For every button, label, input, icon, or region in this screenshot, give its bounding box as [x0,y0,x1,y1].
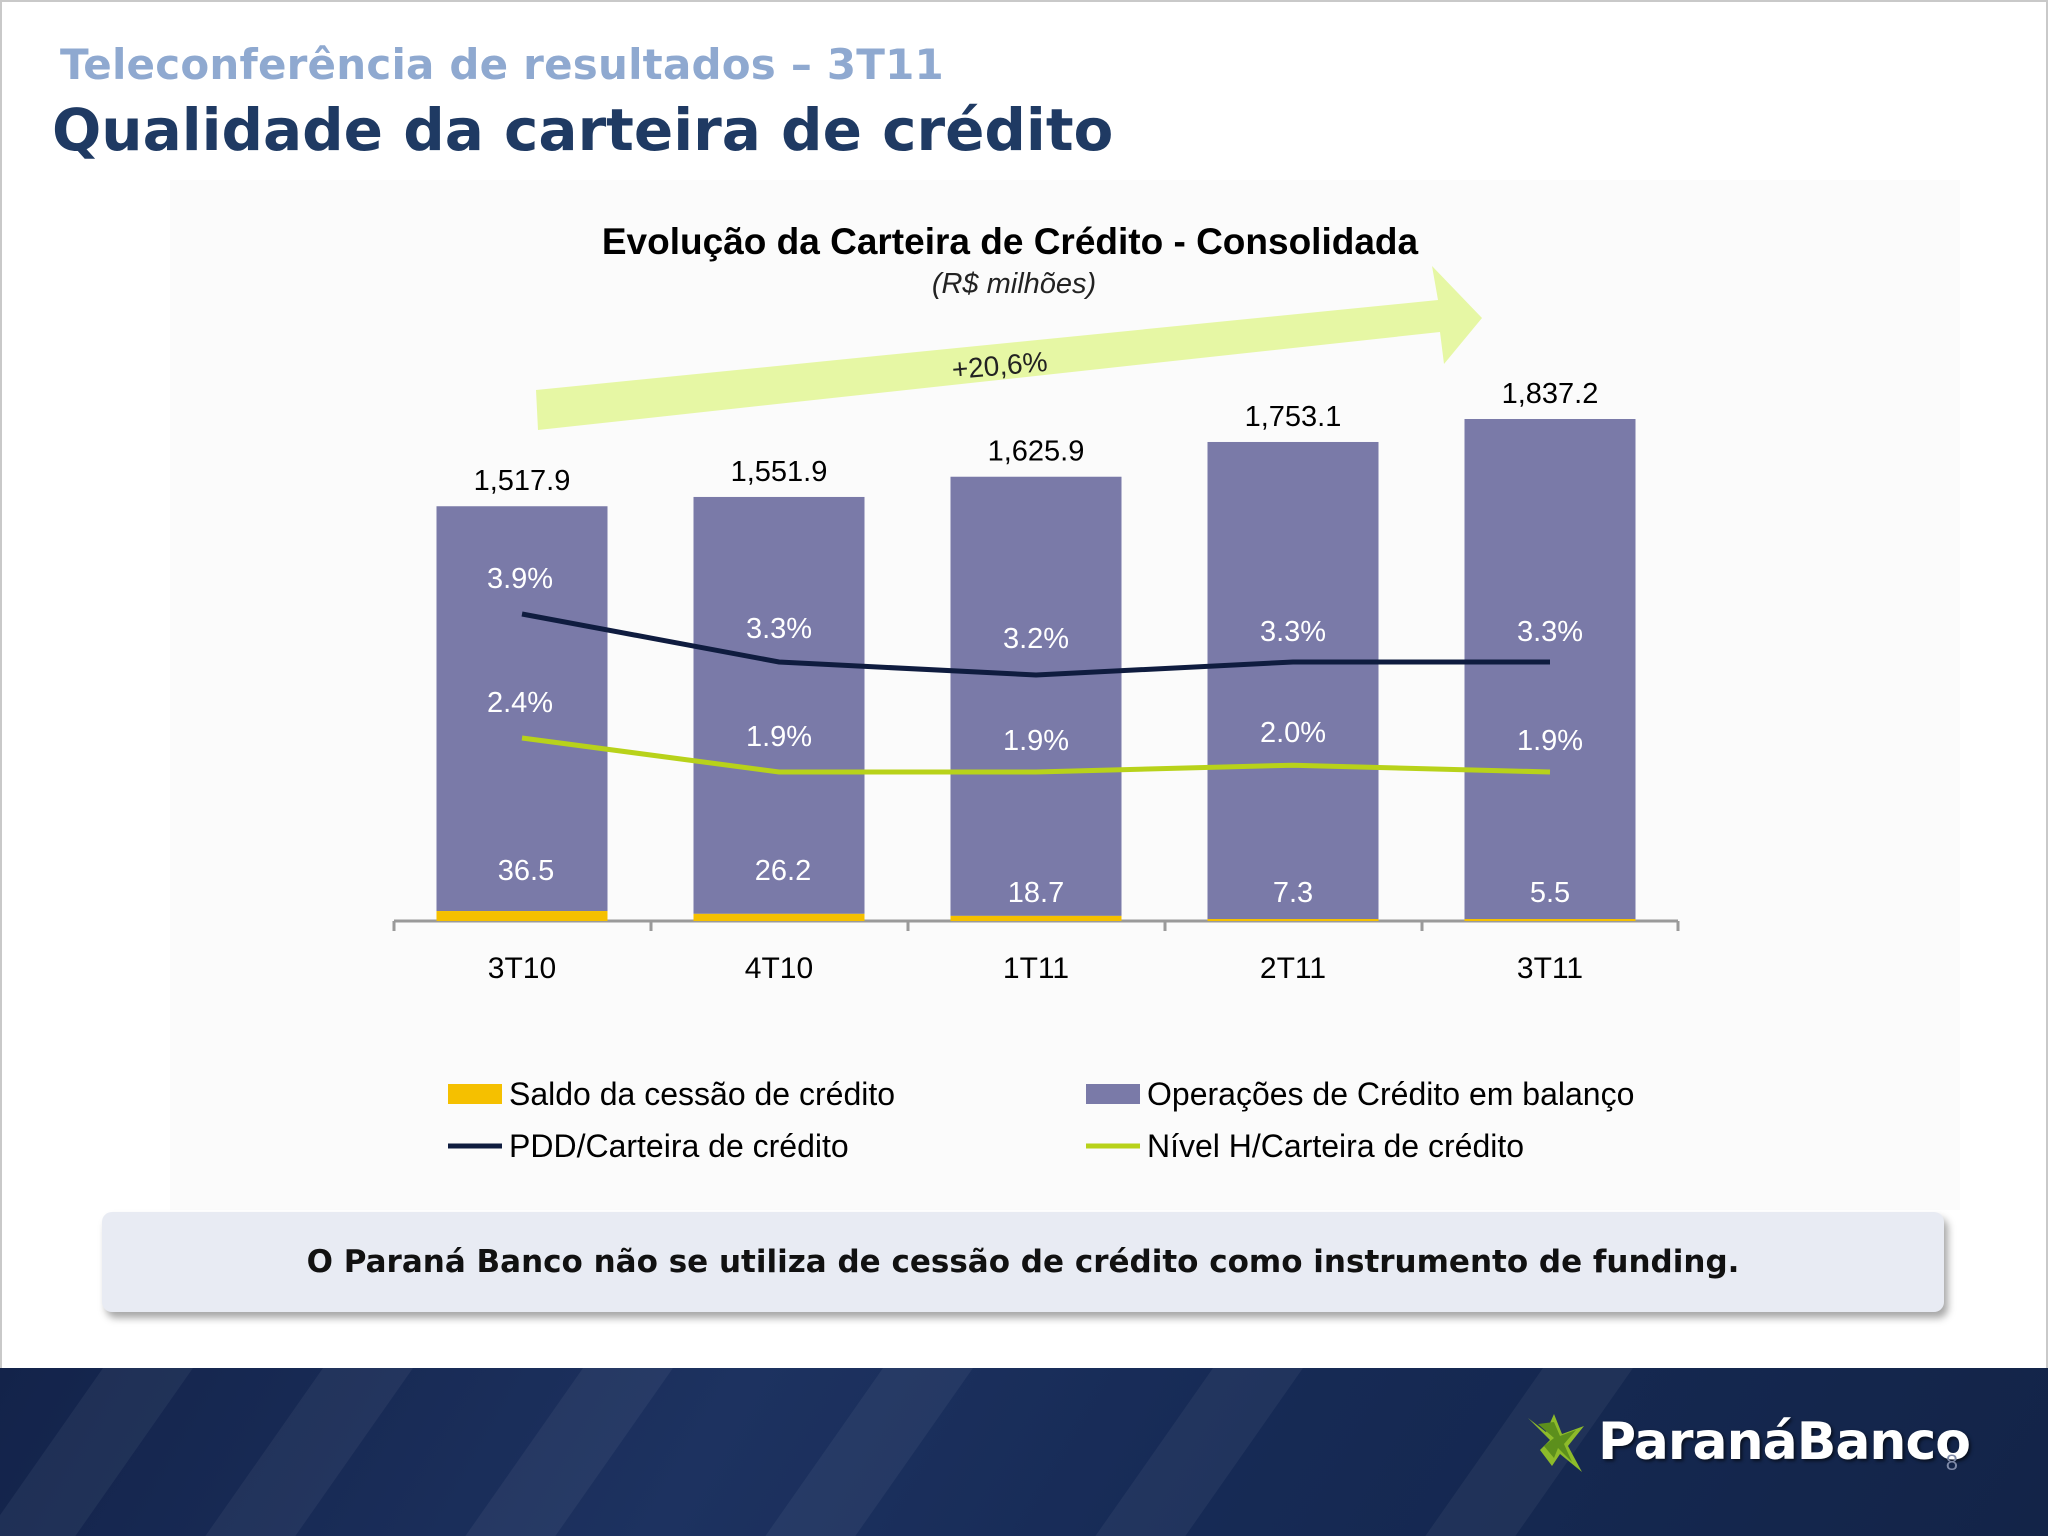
pdd-label-3T11: 3.3% [1517,616,1583,648]
parana-banco-logo-mark-icon [1528,1414,1585,1472]
pdd-label-4T10: 3.3% [746,613,812,645]
category-label-1T11: 1T11 [1003,952,1069,985]
bar-operacoes-3T10 [436,506,608,912]
nivel-h-label-1T11: 1.9% [1003,725,1069,757]
chart-title: Evolução da Carteira de Crédito - Consol… [602,221,1419,262]
nivel-h-label-3T10: 2.4% [487,687,553,719]
bar-cessao-4T10 [693,913,865,921]
bar-operacoes-4T10 [693,496,865,914]
legend-label-0: Saldo da cessão de crédito [509,1076,895,1112]
line-nivel-h [521,735,1551,775]
total-label-1T11: 1,625.9 [988,436,1085,468]
cessao-label-3T11: 5.5 [1530,877,1570,909]
cessao-label-4T10: 26.2 [755,855,811,887]
legend-swatch-0 [448,1084,502,1104]
nivel-h-label-3T11: 1.9% [1517,725,1583,757]
footer-band [0,1368,2048,1536]
pdd-label-1T11: 3.2% [1003,623,1069,655]
bar-cessao-1T11 [950,915,1122,921]
line-pdd [521,611,1550,678]
cessao-label-3T10: 36.5 [498,855,554,887]
bar-cessao-2T11 [1207,919,1379,921]
category-label-3T10: 3T10 [488,952,556,985]
legend-label-3: Nível H/Carteira de crédito [1147,1128,1524,1164]
legend-label-2: PDD/Carteira de crédito [509,1128,849,1164]
cessao-label-2T11: 7.3 [1273,877,1313,909]
slide-kicker: Teleconferência de resultados – 3T11 [60,40,944,89]
category-label-3T11: 3T11 [1517,952,1583,985]
page-number: 8 [1945,1450,1958,1475]
bar-operacoes-3T11 [1464,419,1636,919]
funding-callout: O Paraná Banco não se utiliza de cessão … [102,1212,1944,1312]
nivel-h-label-4T10: 1.9% [746,721,812,753]
growth-arrow [536,266,1482,430]
parana-banco-logo: ParanáBanco [1524,1410,1971,1474]
total-label-3T11: 1,837.2 [1502,378,1599,410]
slide-title: Qualidade da carteira de crédito [52,96,1114,164]
legend-swatch-1 [1086,1084,1140,1104]
legend-label-1: Operações de Crédito em balanço [1147,1076,1634,1112]
bar-cessao-3T10 [436,911,608,921]
category-label-4T10: 4T10 [745,952,813,985]
logo-text: ParanáBanco [1598,1412,1971,1472]
bar-operacoes-1T11 [950,476,1122,916]
total-label-4T10: 1,551.9 [731,456,828,488]
pdd-label-3T10: 3.9% [487,563,553,595]
cessao-label-1T11: 18.7 [1008,877,1064,909]
total-label-3T10: 1,517.9 [474,465,571,497]
total-label-2T11: 1,753.1 [1245,401,1342,433]
pdd-label-2T11: 3.3% [1260,616,1326,648]
category-label-2T11: 2T11 [1260,952,1326,985]
bar-cessao-3T11 [1464,919,1636,921]
chart-subtitle: (R$ milhões) [932,268,1096,300]
bar-operacoes-2T11 [1207,441,1379,919]
nivel-h-label-2T11: 2.0% [1260,717,1326,749]
